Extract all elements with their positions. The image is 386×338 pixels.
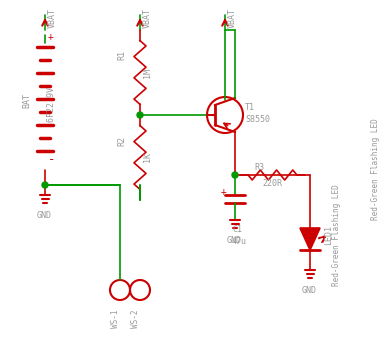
Circle shape <box>42 182 48 188</box>
Text: VBAT: VBAT <box>228 8 237 28</box>
Text: 6F22 9V: 6F22 9V <box>46 88 56 122</box>
Text: LED1: LED1 <box>324 225 333 245</box>
Text: S8550: S8550 <box>245 116 270 124</box>
Text: 1M: 1M <box>143 68 152 77</box>
Text: -: - <box>48 153 56 167</box>
Text: Red-Green Flashing LED: Red-Green Flashing LED <box>332 184 341 286</box>
Text: 47u: 47u <box>232 238 247 246</box>
Circle shape <box>137 112 143 118</box>
Text: R3: R3 <box>254 163 264 171</box>
Text: R1: R1 <box>117 50 127 61</box>
Text: +: + <box>221 187 227 197</box>
Text: GND: GND <box>227 236 242 245</box>
Text: WS-1: WS-1 <box>110 310 120 329</box>
Text: 220R: 220R <box>262 178 283 188</box>
Circle shape <box>232 172 238 178</box>
Text: GND: GND <box>37 211 52 220</box>
Text: 1K: 1K <box>143 152 152 163</box>
Text: C1: C1 <box>232 225 242 235</box>
Text: BAT: BAT <box>22 93 32 107</box>
Text: VBAT: VBAT <box>143 8 152 28</box>
Text: VBAT: VBAT <box>48 8 57 28</box>
Text: R2: R2 <box>117 136 127 145</box>
Text: Red-Green Flashing LED: Red-Green Flashing LED <box>371 118 379 220</box>
Text: GND: GND <box>302 286 317 295</box>
Text: T1: T1 <box>245 103 255 113</box>
Polygon shape <box>300 228 320 250</box>
Text: WS-2: WS-2 <box>130 310 139 329</box>
Text: +: + <box>48 32 54 42</box>
